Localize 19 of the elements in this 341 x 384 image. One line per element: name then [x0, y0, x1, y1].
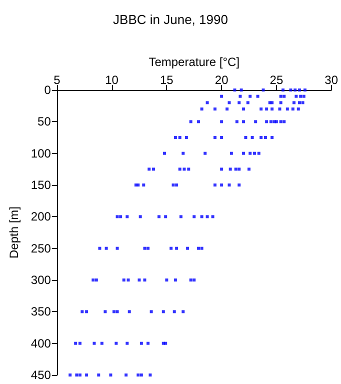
y-tick-label: 50: [38, 114, 52, 129]
x-tick-label: 15: [160, 73, 174, 87]
y-axis-title: Depth [m]: [7, 206, 21, 259]
x-tick-label: 30: [324, 73, 338, 87]
y-tick-label: 450: [30, 368, 52, 382]
y-tick-label: 250: [30, 241, 52, 256]
x-axis-title: Temperature [°C]: [148, 55, 240, 69]
y-tick-label: 200: [30, 210, 52, 224]
x-tick-label: 25: [270, 73, 284, 87]
x-tick-label: 10: [105, 73, 119, 87]
y-tick-label: 300: [30, 273, 52, 287]
y-tick-label: 150: [30, 178, 52, 192]
y-tick-label: 0: [44, 83, 52, 97]
x-tick-label: 20: [214, 73, 229, 87]
y-tick-label: 400: [30, 336, 52, 350]
chart-title: JBBC in June, 1990: [113, 12, 228, 27]
y-tick-label: 100: [30, 146, 52, 160]
y-tick-label: 350: [30, 304, 52, 319]
x-tick-label: 5: [54, 73, 61, 87]
